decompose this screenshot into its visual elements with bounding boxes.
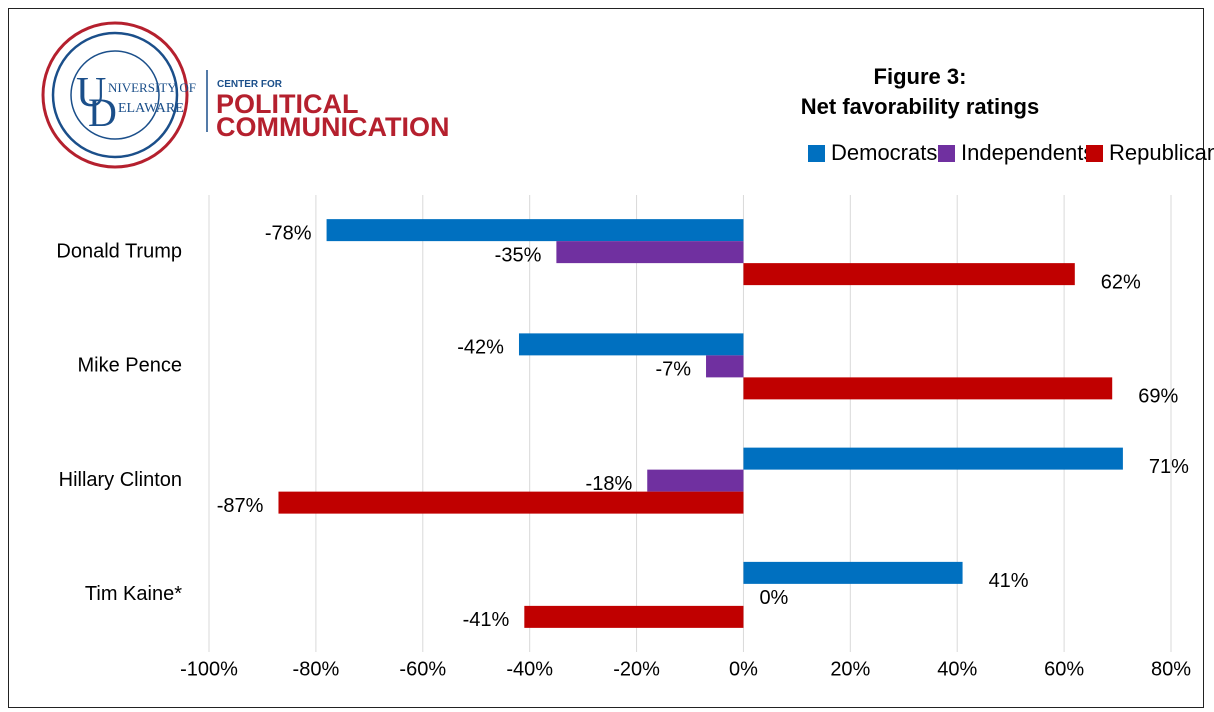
legend-item-independents: Independents <box>938 140 1094 166</box>
title-line-2: Net favorability ratings <box>800 94 1040 119</box>
bar-republicans <box>743 377 1113 400</box>
logo-d-letter: D <box>88 90 117 135</box>
chart-legend: Democrats Independents Republicans <box>0 140 1214 180</box>
x-tick-label: 40% <box>937 658 977 680</box>
x-tick-label: 60% <box>1044 658 1084 680</box>
logo-university-text: NIVERSITY OF <box>108 80 196 95</box>
data-label: -78% <box>265 222 312 244</box>
legend-swatch-republicans <box>1086 144 1103 162</box>
legend-item-democrats: Democrats <box>808 140 937 166</box>
data-label: -35% <box>495 244 542 266</box>
data-label: -41% <box>463 609 510 631</box>
logo-center-for-text: CENTER FOR <box>217 79 283 90</box>
data-label: -7% <box>655 359 691 381</box>
data-label: 0% <box>759 587 788 609</box>
data-label: 69% <box>1138 386 1178 408</box>
x-tick-label: -20% <box>613 658 660 680</box>
category-label: Tim Kaine* <box>85 583 182 605</box>
x-tick-label: -80% <box>293 658 340 680</box>
data-label: -42% <box>457 337 504 359</box>
bar-republicans <box>278 491 744 514</box>
logo-delaware-text: ELAWARE <box>118 101 184 116</box>
category-label: Hillary Clinton <box>59 469 182 491</box>
logo-middle-ring <box>51 31 179 159</box>
chart-frame <box>8 8 1204 708</box>
legend-item-republicans: Republicans <box>1086 140 1214 166</box>
bar-republicans <box>743 263 1075 286</box>
category-label: Donald Trump <box>56 240 182 262</box>
logo-inner-ring <box>70 50 160 140</box>
x-tick-label: 0% <box>729 658 758 680</box>
chart-title: Figure 3: Net favorability ratings <box>760 62 1080 122</box>
bar-independents <box>556 241 744 264</box>
logo-political-text: POLITICAL <box>216 89 359 119</box>
bar-democrats <box>743 561 963 584</box>
category-label: Mike Pence <box>78 355 183 377</box>
x-tick-label: 20% <box>830 658 870 680</box>
data-label: 62% <box>1101 271 1141 293</box>
legend-label-independents: Independents <box>961 140 1095 165</box>
legend-label-democrats: Democrats <box>831 140 938 165</box>
legend-label-republicans: Republicans <box>1109 140 1214 165</box>
logo-u-letter: U <box>76 70 106 116</box>
data-label: 71% <box>1149 456 1189 478</box>
bar-independents <box>647 469 744 492</box>
data-label: -87% <box>217 495 264 517</box>
legend-swatch-democrats <box>808 144 825 162</box>
bar-republicans <box>524 605 744 628</box>
logo-outer-ring <box>41 21 189 169</box>
bar-democrats <box>326 219 744 242</box>
x-tick-label: 80% <box>1151 658 1191 680</box>
bar-democrats <box>518 333 744 356</box>
bar-independents <box>706 355 744 378</box>
logo-communication-text: COMMUNICATION <box>216 112 449 142</box>
university-logo: U D NIVERSITY OF ELAWARE CENTER FOR POLI… <box>41 21 449 169</box>
legend-swatch-independents <box>938 144 955 162</box>
title-line-1: Figure 3: <box>873 64 967 89</box>
bar-democrats <box>743 447 1123 470</box>
x-tick-label: -100% <box>180 658 238 680</box>
data-label: 41% <box>989 570 1029 592</box>
x-tick-label: -60% <box>399 658 446 680</box>
data-label: -18% <box>586 473 633 495</box>
x-tick-label: -40% <box>506 658 553 680</box>
